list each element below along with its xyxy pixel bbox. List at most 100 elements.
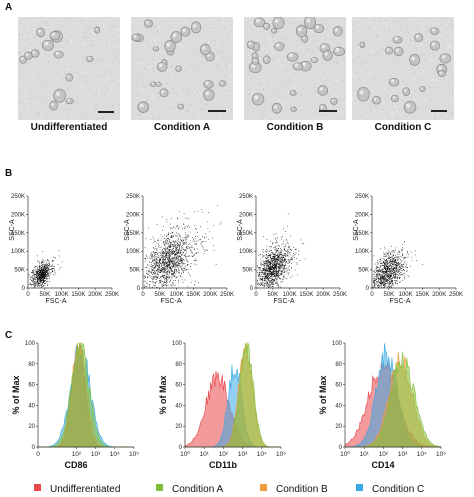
scatter-point [377,277,379,279]
scatter-point [156,264,157,266]
scatter-point [266,252,267,253]
scatter-point [185,256,187,257]
scatter-point [385,267,387,268]
scatter-point [283,228,284,230]
scatter-point [170,227,172,228]
scatter-point [42,274,44,276]
scatter-point [389,252,391,254]
micrograph-undifferentiated [18,17,120,120]
scatter-point [154,279,156,281]
scatter-point [197,235,198,237]
scatter-point [39,282,40,284]
scatter-point [271,263,272,265]
y-tick-label: 150K [11,231,25,237]
scatter-point [158,264,160,266]
scatter-point [169,255,171,257]
scatter-point [258,273,260,274]
scatter-point [155,272,157,274]
scatter-point [185,257,187,259]
scatter-point [395,268,397,269]
scatter-point [391,266,393,268]
scatter-point [383,275,384,277]
scatter-point [186,252,187,254]
scatter-point [284,245,286,247]
scatter-point [166,262,167,264]
scatter-point [143,277,145,279]
scatter-point [151,268,152,270]
scatter-point [377,274,379,276]
scatter-point [153,269,155,271]
scatter-point [273,274,275,276]
scatter-point [207,238,209,240]
scatter-point [209,231,211,233]
scatter-point [270,273,272,275]
scatter-point [179,263,181,265]
scatter-point [168,257,170,258]
scatter-point [380,265,381,266]
scatter-point [46,269,48,271]
scatter-point [156,276,157,278]
scatter-point [171,250,173,251]
scatter-point [176,265,178,267]
scatter-point [281,243,283,245]
scatter-point [174,253,176,255]
scatter-point [182,260,184,261]
scatter-point [271,256,273,258]
scatter-point [170,266,171,268]
scatter-point [153,276,154,278]
cell [317,85,329,96]
scatter-point [383,266,385,267]
scatter-point [267,283,268,284]
scatter-point [48,260,49,261]
y-tick-label: 100 [172,341,183,347]
scatter-point [405,266,407,267]
scatter-point [176,236,178,237]
scatter-point [267,281,268,283]
scatter-point [279,255,280,256]
scatter-point [178,255,180,257]
scatter-point [41,272,43,274]
scatter-point [47,281,49,282]
scatter-point [170,270,172,271]
scatter-point [383,267,385,269]
scatter-point [165,254,167,256]
scatter-point [266,248,268,250]
scatter-point [179,211,180,213]
scatter-point [38,269,40,270]
y-tick-label: 200K [355,212,369,218]
scatter-point [269,280,271,282]
scatter-point [41,272,43,274]
scatter-point [267,264,269,266]
scatter-point [162,268,164,270]
scatter-point [381,269,383,270]
scatter-point [278,268,280,269]
scatter-point [215,264,217,265]
scatter-point [267,266,269,268]
scatter-point [266,256,268,258]
scatter-point [414,254,416,256]
scale-bar [319,110,337,112]
scatter-point [396,261,397,263]
scatter-point [166,251,168,253]
scatter-point [389,284,391,285]
scatter-point [392,263,394,265]
scatter-point [265,281,267,283]
scatter-point [47,274,49,276]
scatter-point [154,277,155,279]
scatter-point [153,267,155,269]
scatter-point [381,265,383,266]
scatter-point [163,262,165,264]
scatter-point [289,261,291,262]
scatter-point [155,254,157,256]
scatter-point [39,280,41,282]
scatter-point [177,253,179,255]
scatter-point [184,250,185,251]
scatter-point [152,265,153,266]
scatter-point [390,270,392,271]
scatter-point [179,256,181,258]
scatter-point [281,261,282,263]
scatter-point [380,259,382,261]
scatter-point [265,281,267,282]
scatter-point [161,265,163,266]
legend-item-undifferentiated: Undifferentiated [34,484,120,495]
